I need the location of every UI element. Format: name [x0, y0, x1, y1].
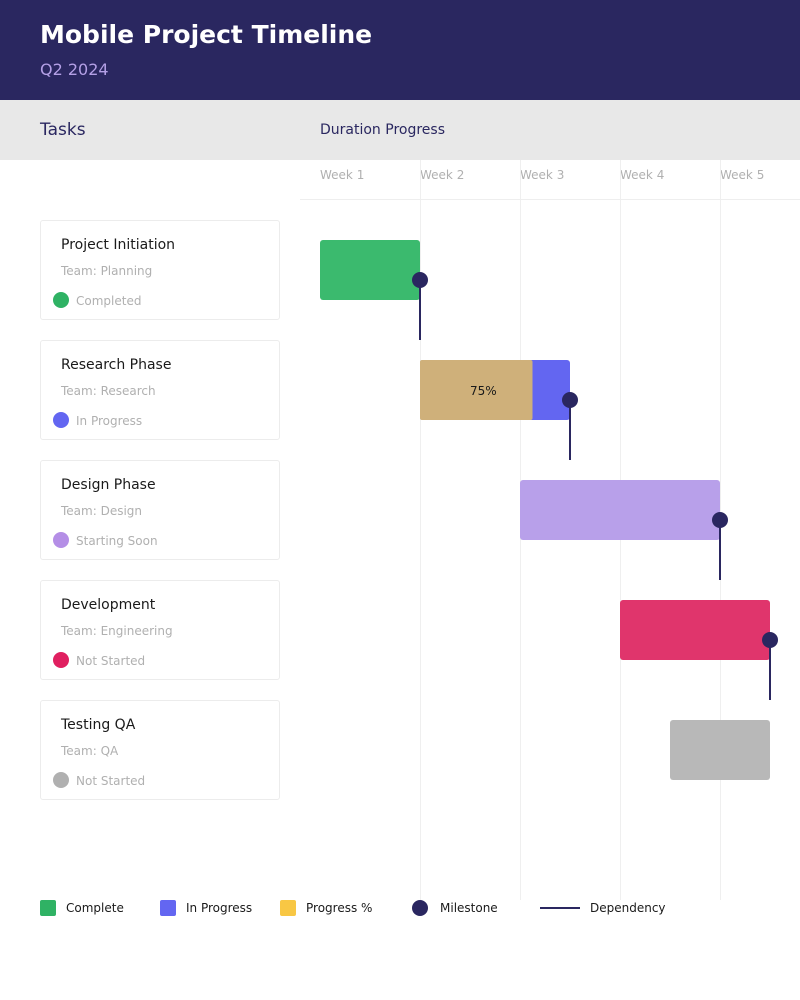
task-card[interactable]: Research Phase Team: Research In Progress — [40, 340, 280, 440]
milestone-marker — [712, 512, 728, 528]
duration-column-label: Duration Progress — [320, 122, 446, 138]
task-bar[interactable] — [520, 480, 720, 540]
milestone-marker — [562, 392, 578, 408]
task-team: Team: Design — [61, 504, 143, 518]
status-dot-icon — [53, 772, 69, 788]
task-card[interactable]: Design Phase Team: Design Starting Soon — [40, 460, 280, 560]
task-status: Completed — [76, 294, 142, 308]
task-name: Testing QA — [61, 717, 136, 733]
task-card[interactable]: Testing QA Team: QA Not Started — [40, 700, 280, 800]
task-name: Research Phase — [61, 357, 172, 373]
tasks-column-label: Tasks — [40, 120, 86, 140]
task-team: Team: Planning — [61, 264, 153, 278]
week-tick-label: Week 2 — [420, 168, 465, 182]
legend-swatch-icon — [160, 900, 176, 916]
task-team: Team: Engineering — [61, 624, 173, 638]
task-team: Team: QA — [61, 744, 119, 758]
task-status: Not Started — [76, 654, 146, 668]
legend-swatch-icon — [412, 900, 428, 916]
task-bar[interactable] — [670, 720, 770, 780]
page-title: Mobile Project Timeline — [40, 20, 373, 49]
legend-label: In Progress — [186, 901, 253, 915]
status-dot-icon — [53, 292, 69, 308]
status-dot-icon — [53, 412, 69, 428]
week-tick-label: Week 1 — [320, 168, 365, 182]
progress-label: 75% — [470, 384, 497, 398]
task-team: Team: Research — [61, 384, 156, 398]
task-status: Not Started — [76, 774, 146, 788]
status-dot-icon — [53, 532, 69, 548]
legend-label: Complete — [66, 901, 124, 915]
week-tick-label: Week 3 — [520, 168, 565, 182]
milestone-marker — [412, 272, 428, 288]
task-name: Design Phase — [61, 477, 156, 493]
legend-swatch-icon — [540, 907, 580, 909]
task-card[interactable]: Development Team: Engineering Not Started — [40, 580, 280, 680]
column-header-bar: Tasks Duration Progress — [0, 100, 800, 160]
status-dot-icon — [53, 652, 69, 668]
week-tick-label: Week 5 — [720, 168, 765, 182]
page-header: Mobile Project Timeline Q2 2024 — [0, 0, 800, 100]
legend-label: Milestone — [440, 901, 498, 915]
legend-label: Dependency — [590, 901, 666, 915]
task-bar[interactable] — [320, 240, 420, 300]
task-status: In Progress — [76, 414, 143, 428]
progress-fill — [420, 360, 533, 420]
legend-swatch-icon — [280, 900, 296, 916]
week-grid-line — [420, 160, 421, 900]
task-name: Project Initiation — [61, 237, 176, 253]
legend-label: Progress % — [306, 901, 373, 915]
milestone-marker — [762, 632, 778, 648]
task-card[interactable]: Project Initiation Team: Planning Complete… — [40, 220, 280, 320]
page-subtitle: Q2 2024 — [40, 60, 109, 79]
task-status: Starting Soon — [76, 534, 158, 548]
legend-swatch-icon — [40, 900, 56, 916]
task-name: Development — [61, 597, 156, 613]
week-axis-rule — [300, 199, 800, 200]
task-bar[interactable] — [620, 600, 770, 660]
week-tick-label: Week 4 — [620, 168, 665, 182]
